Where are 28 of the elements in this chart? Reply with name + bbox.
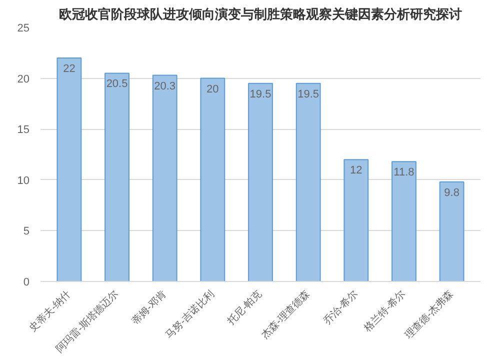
y-tick-label: 0 [23, 276, 30, 288]
x-tick-label: 乔治-希尔 [320, 288, 360, 328]
data-label: 19.5 [298, 88, 320, 100]
x-tick-label: 托尼-帕克 [224, 288, 264, 328]
data-label: 20.5 [106, 78, 128, 90]
data-label: 12 [350, 164, 362, 177]
data-label: 19.5 [250, 88, 272, 100]
bar [104, 72, 130, 282]
bar [439, 181, 464, 282]
chart-title: 欧冠收官阶段球队进攻倾向演变与制胜策略观察关键因素分析研究探讨 [59, 6, 462, 22]
bar [344, 159, 369, 282]
x-tick-label: 蒂姆-邓肯 [130, 288, 169, 328]
y-tick-label: 10 [17, 174, 30, 187]
bar [56, 57, 82, 282]
bar [200, 78, 226, 282]
data-label: 22 [63, 62, 76, 75]
y-tick-label: 5 [23, 226, 30, 238]
bar [152, 74, 178, 282]
y-tick-label: 20 [17, 73, 30, 86]
data-label: 11.8 [394, 166, 414, 179]
data-label: 9.8 [444, 186, 460, 199]
bar [392, 161, 416, 282]
data-label: 20.3 [154, 80, 176, 92]
data-label: 20 [206, 83, 219, 96]
y-tick-label: 15 [17, 124, 30, 136]
bar [248, 82, 273, 282]
bar [296, 82, 321, 282]
y-tick-label: 25 [17, 22, 30, 34]
